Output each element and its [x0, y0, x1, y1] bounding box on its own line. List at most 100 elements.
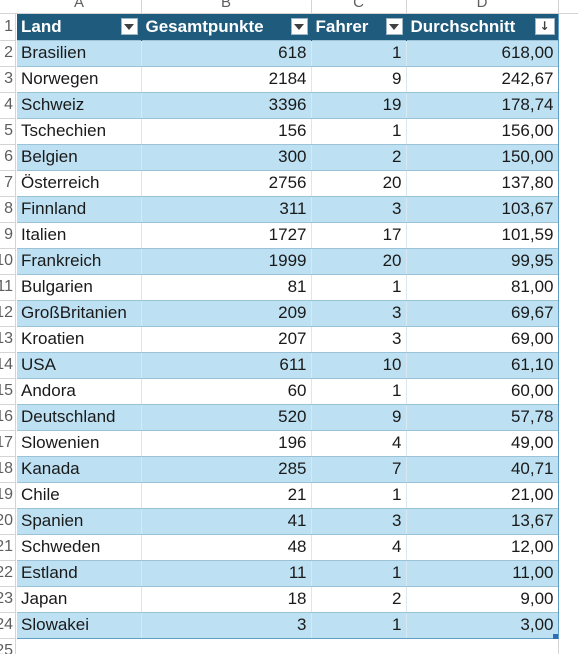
- row-number[interactable]: 12: [0, 304, 13, 321]
- cell-gesamtpunkte[interactable]: 1727: [141, 221, 312, 249]
- cell-fahrer[interactable]: 3: [311, 325, 407, 353]
- header-land[interactable]: Land: [17, 14, 142, 40]
- column-header-b[interactable]: B: [220, 0, 231, 11]
- cell-durchschnitt[interactable]: 150,00: [406, 143, 559, 171]
- cell-durchschnitt[interactable]: 618,00: [406, 39, 559, 67]
- cell-fahrer[interactable]: 3: [311, 195, 407, 223]
- row-number[interactable]: 10: [0, 252, 13, 269]
- cell-gesamtpunkte[interactable]: 300: [141, 143, 312, 171]
- cell-fahrer[interactable]: 17: [311, 221, 407, 249]
- row-number[interactable]: 16: [0, 408, 13, 425]
- cell-land[interactable]: Tschechien: [17, 117, 142, 145]
- sort-descending-filter-icon[interactable]: ↓: [534, 18, 555, 35]
- cell-fahrer[interactable]: 19: [311, 91, 407, 119]
- cell-land[interactable]: Slowakei: [17, 611, 142, 639]
- cell-fahrer[interactable]: 1: [311, 559, 407, 587]
- row-number[interactable]: 2: [4, 44, 13, 61]
- row-number[interactable]: 14: [0, 356, 13, 373]
- row-number[interactable]: 22: [0, 564, 13, 581]
- cell-gesamtpunkte[interactable]: 2184: [141, 65, 312, 93]
- cell-gesamtpunkte[interactable]: 311: [141, 195, 312, 223]
- cell-fahrer[interactable]: 2: [311, 143, 407, 171]
- cell-gesamtpunkte[interactable]: 520: [141, 403, 312, 431]
- cell-fahrer[interactable]: 9: [311, 403, 407, 431]
- cell-durchschnitt[interactable]: 69,00: [406, 325, 559, 353]
- cell-durchschnitt[interactable]: 21,00: [406, 481, 559, 509]
- row-number[interactable]: 21: [0, 538, 13, 555]
- cell-gesamtpunkte[interactable]: 41: [141, 507, 312, 535]
- cell-durchschnitt[interactable]: 57,78: [406, 403, 559, 431]
- cell-fahrer[interactable]: 1: [311, 39, 407, 67]
- cell-fahrer[interactable]: 4: [311, 429, 407, 457]
- cell-gesamtpunkte[interactable]: 156: [141, 117, 312, 145]
- header-durchschnitt[interactable]: Durchschnitt ↓: [406, 14, 559, 40]
- column-header-c[interactable]: C: [353, 0, 364, 11]
- cell-land[interactable]: Italien: [17, 221, 142, 249]
- cell-land[interactable]: Japan: [17, 585, 142, 613]
- cell-fahrer[interactable]: 20: [311, 247, 407, 275]
- row-number[interactable]: 9: [4, 226, 13, 243]
- cell-durchschnitt[interactable]: 9,00: [406, 585, 559, 613]
- cell-land[interactable]: Andora: [17, 377, 142, 405]
- cell-durchschnitt[interactable]: 137,80: [406, 169, 559, 197]
- row-number[interactable]: 1: [4, 18, 13, 35]
- cell-durchschnitt[interactable]: 40,71: [406, 455, 559, 483]
- cell-durchschnitt[interactable]: 81,00: [406, 273, 559, 301]
- cell-land[interactable]: Estland: [17, 559, 142, 587]
- cell-fahrer[interactable]: 9: [311, 65, 407, 93]
- row-number[interactable]: 18: [0, 460, 13, 477]
- cell-land[interactable]: Kanada: [17, 455, 142, 483]
- row-number[interactable]: 23: [0, 590, 13, 607]
- cell-fahrer[interactable]: 1: [311, 273, 407, 301]
- row-number[interactable]: 24: [0, 616, 13, 633]
- cell-gesamtpunkte[interactable]: 11: [141, 559, 312, 587]
- cell-gesamtpunkte[interactable]: 209: [141, 299, 312, 327]
- header-gesamtpunkte[interactable]: Gesamtpunkte: [141, 14, 312, 40]
- cell-durchschnitt[interactable]: 242,67: [406, 65, 559, 93]
- cell-gesamtpunkte[interactable]: 285: [141, 455, 312, 483]
- cell-durchschnitt[interactable]: 60,00: [406, 377, 559, 405]
- cell-durchschnitt[interactable]: 69,67: [406, 299, 559, 327]
- row-number[interactable]: 4: [4, 96, 13, 113]
- cell-land[interactable]: Kroatien: [17, 325, 142, 353]
- cell-land[interactable]: Belgien: [17, 143, 142, 171]
- cell-gesamtpunkte[interactable]: 48: [141, 533, 312, 561]
- cell-gesamtpunkte[interactable]: 3396: [141, 91, 312, 119]
- cell-land[interactable]: Brasilien: [17, 39, 142, 67]
- cell-gesamtpunkte[interactable]: 81: [141, 273, 312, 301]
- cell-land[interactable]: Österreich: [17, 169, 142, 197]
- cell-gesamtpunkte[interactable]: 207: [141, 325, 312, 353]
- cell-land[interactable]: Frankreich: [17, 247, 142, 275]
- cell-gesamtpunkte[interactable]: 60: [141, 377, 312, 405]
- cell-land[interactable]: Norwegen: [17, 65, 142, 93]
- cell-land[interactable]: Chile: [17, 481, 142, 509]
- cell-fahrer[interactable]: 1: [311, 377, 407, 405]
- row-number[interactable]: 15: [0, 382, 13, 399]
- row-number[interactable]: 11: [0, 278, 13, 295]
- cell-land[interactable]: Spanien: [17, 507, 142, 535]
- row-number[interactable]: 7: [4, 174, 13, 191]
- cell-durchschnitt[interactable]: 13,67: [406, 507, 559, 535]
- cell-durchschnitt[interactable]: 156,00: [406, 117, 559, 145]
- row-number[interactable]: 8: [4, 200, 13, 217]
- cell-gesamtpunkte[interactable]: 196: [141, 429, 312, 457]
- row-number[interactable]: 25: [0, 642, 13, 654]
- header-fahrer[interactable]: Fahrer: [311, 14, 407, 40]
- cell-fahrer[interactable]: 7: [311, 455, 407, 483]
- row-number[interactable]: 5: [4, 122, 13, 139]
- cell-durchschnitt[interactable]: 103,67: [406, 195, 559, 223]
- cell-land[interactable]: Schweiz: [17, 91, 142, 119]
- cell-durchschnitt[interactable]: 101,59: [406, 221, 559, 249]
- row-number[interactable]: 19: [0, 486, 13, 503]
- cell-gesamtpunkte[interactable]: 21: [141, 481, 312, 509]
- cell-land[interactable]: GroßBritanien: [17, 299, 142, 327]
- filter-dropdown-icon[interactable]: [290, 18, 308, 35]
- filter-dropdown-icon[interactable]: [120, 18, 138, 35]
- cell-gesamtpunkte[interactable]: 1999: [141, 247, 312, 275]
- cell-fahrer[interactable]: 4: [311, 533, 407, 561]
- cell-durchschnitt[interactable]: 49,00: [406, 429, 559, 457]
- row-number[interactable]: 20: [0, 512, 13, 529]
- cell-fahrer[interactable]: 3: [311, 507, 407, 535]
- cell-durchschnitt[interactable]: 178,74: [406, 91, 559, 119]
- cell-land[interactable]: Schweden: [17, 533, 142, 561]
